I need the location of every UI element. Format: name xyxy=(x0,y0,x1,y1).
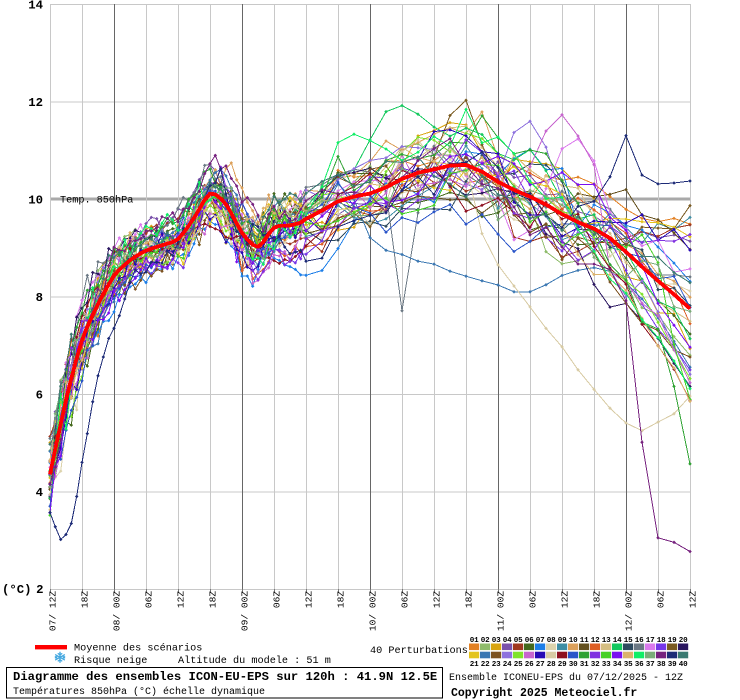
svg-text:14: 14 xyxy=(28,0,43,12)
svg-text:18Z: 18Z xyxy=(336,591,347,609)
svg-text:18Z: 18Z xyxy=(592,591,603,609)
svg-text:36: 36 xyxy=(635,661,644,669)
svg-text:08: 08 xyxy=(547,637,556,645)
svg-text:02: 02 xyxy=(481,637,490,645)
svg-text:Risque neige: Risque neige xyxy=(74,655,147,667)
svg-text:12Z: 12Z xyxy=(432,591,443,609)
svg-text:05: 05 xyxy=(514,637,523,645)
svg-text:04: 04 xyxy=(503,637,512,645)
svg-text:12Z: 12Z xyxy=(176,591,187,609)
svg-text:34: 34 xyxy=(613,661,622,669)
svg-text:12/ 00Z: 12/ 00Z xyxy=(624,591,635,632)
svg-text:08/ 00Z: 08/ 00Z xyxy=(112,591,123,632)
svg-text:06Z: 06Z xyxy=(144,591,155,609)
svg-text:12Z: 12Z xyxy=(688,591,699,609)
svg-text:18Z: 18Z xyxy=(208,591,219,609)
svg-text:10/ 00Z: 10/ 00Z xyxy=(368,591,379,632)
svg-text:2: 2 xyxy=(36,583,43,597)
svg-text:31: 31 xyxy=(580,661,589,669)
svg-text:12Z: 12Z xyxy=(304,591,315,609)
svg-text:25: 25 xyxy=(514,661,523,669)
svg-text:07: 07 xyxy=(536,637,545,645)
svg-text:4: 4 xyxy=(36,486,44,500)
svg-text:06Z: 06Z xyxy=(656,591,667,609)
svg-text:37: 37 xyxy=(646,661,655,669)
svg-text:10: 10 xyxy=(569,637,578,645)
svg-text:22: 22 xyxy=(481,661,490,669)
svg-text:16: 16 xyxy=(635,637,644,645)
svg-text:20: 20 xyxy=(679,637,688,645)
svg-text:18: 18 xyxy=(657,637,666,645)
svg-text:Ensemble ICONEU-EPS du 07/12/2: Ensemble ICONEU-EPS du 07/12/2025 - 12Z xyxy=(449,672,683,684)
svg-text:Températures 850hPa (°C) échel: Températures 850hPa (°C) échelle dynamiq… xyxy=(13,686,265,698)
svg-text:26: 26 xyxy=(525,661,534,669)
svg-text:12: 12 xyxy=(28,96,43,110)
svg-text:39: 39 xyxy=(668,661,677,669)
svg-text:6: 6 xyxy=(36,388,43,402)
svg-text:06Z: 06Z xyxy=(272,591,283,609)
svg-text:17: 17 xyxy=(646,637,655,645)
svg-text:09/ 00Z: 09/ 00Z xyxy=(240,591,251,632)
svg-text:21: 21 xyxy=(470,661,479,669)
svg-text:32: 32 xyxy=(591,661,600,669)
svg-text:11/ 00Z: 11/ 00Z xyxy=(496,591,507,632)
svg-text:27: 27 xyxy=(536,661,545,669)
svg-text:28: 28 xyxy=(547,661,556,669)
svg-text:18Z: 18Z xyxy=(80,591,91,609)
svg-text:10: 10 xyxy=(28,193,43,207)
svg-text:18Z: 18Z xyxy=(464,591,475,609)
svg-text:23: 23 xyxy=(492,661,501,669)
svg-text:Altitude du modele : 51 m: Altitude du modele : 51 m xyxy=(178,655,331,667)
svg-text:Diagramme des ensembles ICON-E: Diagramme des ensembles ICON-EU-EPS sur … xyxy=(13,670,437,684)
svg-text:14: 14 xyxy=(613,637,622,645)
svg-text:24: 24 xyxy=(503,661,512,669)
svg-text:Temp. 850hPa: Temp. 850hPa xyxy=(60,195,133,207)
svg-text:09: 09 xyxy=(558,637,567,645)
svg-text:40 Perturbations: 40 Perturbations xyxy=(370,645,468,657)
svg-text:Copyright 2025 Meteociel.fr: Copyright 2025 Meteociel.fr xyxy=(451,687,637,700)
svg-text:35: 35 xyxy=(624,661,633,669)
svg-text:06: 06 xyxy=(525,637,534,645)
svg-text:06Z: 06Z xyxy=(400,591,411,609)
svg-text:19: 19 xyxy=(668,637,677,645)
svg-text:40: 40 xyxy=(679,661,688,669)
svg-text:30: 30 xyxy=(569,661,578,669)
svg-text:Moyenne des scénarios: Moyenne des scénarios xyxy=(74,643,202,655)
svg-text:03: 03 xyxy=(492,637,501,645)
svg-text:8: 8 xyxy=(36,291,43,305)
svg-text:12: 12 xyxy=(591,637,600,645)
svg-text:38: 38 xyxy=(657,661,666,669)
svg-text:33: 33 xyxy=(602,661,611,669)
svg-text:13: 13 xyxy=(602,637,611,645)
svg-text:11: 11 xyxy=(580,637,589,645)
svg-text:06Z: 06Z xyxy=(528,591,539,609)
svg-text:15: 15 xyxy=(624,637,633,645)
svg-text:29: 29 xyxy=(558,661,567,669)
svg-text:01: 01 xyxy=(470,637,479,645)
svg-text:(°C): (°C) xyxy=(2,583,32,597)
svg-text:07/ 12Z: 07/ 12Z xyxy=(48,591,59,632)
svg-text:12Z: 12Z xyxy=(560,591,571,609)
